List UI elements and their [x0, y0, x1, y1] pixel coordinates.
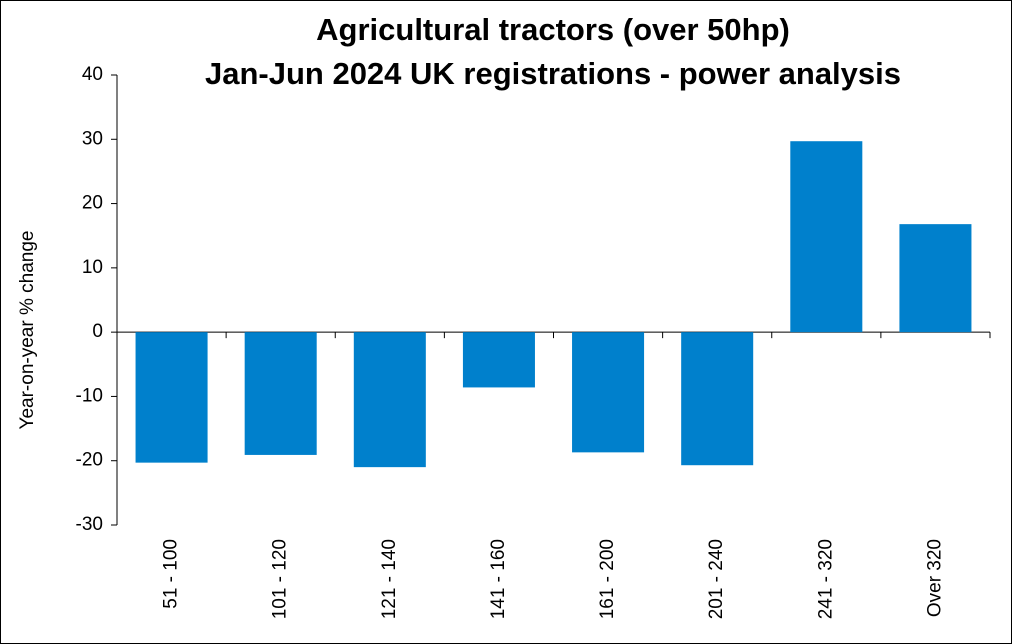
y-tick-label: -10	[76, 385, 103, 406]
bar	[244, 332, 317, 455]
x-tick-label: 121 - 140	[379, 539, 400, 619]
x-tick-label: 241 - 320	[815, 539, 836, 619]
x-tick-label: 201 - 240	[706, 539, 727, 619]
bar	[572, 332, 645, 453]
y-tick-label: 10	[82, 257, 103, 278]
x-tick-label: 141 - 160	[488, 539, 509, 619]
y-tick-label: 20	[82, 193, 103, 214]
x-tick-label: Over 320	[924, 539, 945, 617]
y-axis-label: Year-on-year % change	[17, 231, 38, 430]
y-tick-label: -30	[76, 514, 103, 535]
bar	[462, 332, 535, 388]
y-tick-label: 30	[82, 128, 103, 149]
y-tick-label: 0	[92, 321, 103, 342]
x-tick-label: 161 - 200	[597, 539, 618, 619]
chart-subtitle: Jan-Jun 2024 UK registrations - power an…	[205, 56, 901, 91]
chart-title: Agricultural tractors (over 50hp)	[316, 12, 790, 47]
x-tick-label: 101 - 120	[270, 539, 291, 619]
x-tick-label: 51 - 100	[161, 539, 182, 609]
bar	[790, 141, 863, 333]
y-tick-label: -20	[76, 450, 103, 471]
bar	[899, 224, 972, 333]
y-tick-label: 40	[82, 64, 103, 85]
bar	[681, 332, 754, 466]
bar	[135, 332, 208, 463]
bar	[353, 332, 426, 468]
